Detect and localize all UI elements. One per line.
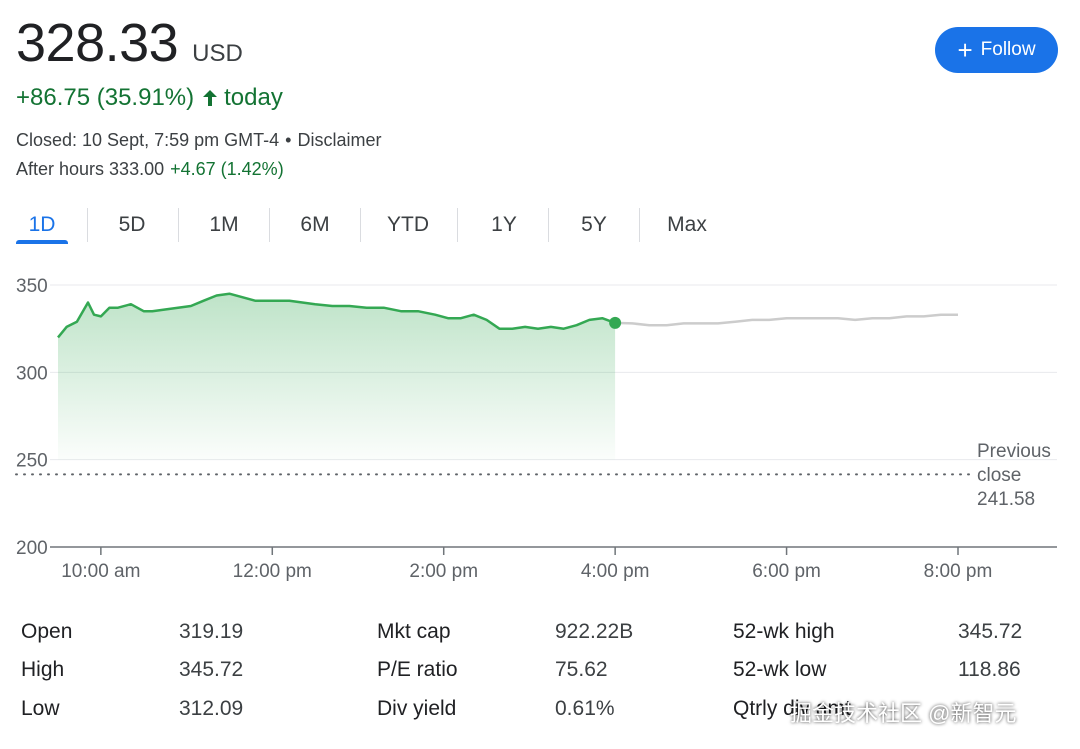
closed-text: Closed: 10 Sept, 7:59 pm GMT-4 <box>16 130 280 150</box>
change-suffix: today <box>224 84 283 111</box>
separator: • <box>285 130 292 150</box>
y-tick-label: 300 <box>16 363 48 384</box>
x-tick-label: 4:00 pm <box>581 561 650 582</box>
stat-label-low: Low <box>21 697 60 720</box>
price-block: 328.33 USD <box>16 12 243 74</box>
range-tabs: 1D 5D 1M 6M YTD 1Y 5Y Max <box>0 205 1080 251</box>
previous-close-line2: close <box>977 465 1022 486</box>
tab-5y[interactable]: 5Y <box>581 213 607 236</box>
stat-label-div-yield: Div yield <box>377 697 457 720</box>
tab-1y[interactable]: 1Y <box>491 213 517 236</box>
change-value: +86.75 (35.91%) <box>16 84 195 111</box>
x-tick-label: 10:00 am <box>61 561 140 582</box>
close-price-marker <box>609 316 622 329</box>
x-tick-label: 8:00 pm <box>924 561 993 582</box>
stat-label-52wk-low: 52-wk low <box>733 658 827 681</box>
y-tick-label: 200 <box>16 538 48 559</box>
tab-divider <box>548 208 549 242</box>
stat-value-52wk-low: 118.86 <box>958 658 1021 681</box>
regular-session-line <box>57 292 616 339</box>
daily-change: +86.75 (35.91%) today <box>16 84 283 112</box>
stat-value-open: 319.19 <box>179 620 244 643</box>
stat-value-high: 345.72 <box>179 658 244 681</box>
follow-label: Follow <box>980 39 1036 60</box>
chart-svg[interactable]: 350 300 250 200 10:00 am 12:00 pm 2:00 pm 4:00 … <box>0 255 1080 595</box>
previous-close-line1: Previous <box>977 441 1051 462</box>
currency-label: USD <box>192 40 243 67</box>
tab-divider <box>178 208 179 242</box>
stat-value-pe-ratio: 75.62 <box>555 658 608 681</box>
watermark: 掘金技术社区 @新智元 <box>790 701 1017 726</box>
tab-max[interactable]: Max <box>667 213 707 236</box>
stat-value-52wk-high: 345.72 <box>958 620 1023 643</box>
price-chart[interactable]: 350 300 250 200 10:00 am 12:00 pm 2:00 pm 4:00 … <box>0 255 1080 595</box>
y-tick-label: 350 <box>16 276 48 297</box>
tab-divider <box>87 208 88 242</box>
stat-value-div-yield: 0.61% <box>555 697 615 720</box>
price-value: 328.33 <box>16 13 179 73</box>
stat-label-high: High <box>21 658 65 681</box>
x-tick-label: 12:00 pm <box>233 561 312 582</box>
follow-button[interactable]: + Follow <box>935 27 1058 73</box>
tab-ytd[interactable]: YTD <box>387 213 429 236</box>
tab-divider <box>269 208 270 242</box>
after-hours: After hours 333.00 +4.67 (1.42%) <box>16 159 284 180</box>
closed-status: Closed: 10 Sept, 7:59 pm GMT-4 • Disclaime… <box>16 130 381 151</box>
stat-label-mkt-cap: Mkt cap <box>377 620 451 643</box>
y-tick-label: 250 <box>16 451 48 472</box>
arrow-up-icon <box>202 88 218 108</box>
tab-6m[interactable]: 6M <box>300 213 330 236</box>
stat-label-52wk-high: 52-wk high <box>733 620 835 643</box>
tab-1m[interactable]: 1M <box>209 213 239 236</box>
after-hours-label: After hours 333.00 <box>16 159 165 179</box>
plus-icon: + <box>957 35 973 65</box>
tab-divider <box>639 208 640 242</box>
x-tick-label: 6:00 pm <box>752 561 821 582</box>
active-tab-indicator <box>16 240 68 244</box>
previous-close-label: Previous close 241.58 <box>977 440 1051 512</box>
stat-label-open: Open <box>21 620 73 643</box>
previous-close-value: 241.58 <box>977 489 1036 510</box>
tab-5d[interactable]: 5D <box>118 213 146 236</box>
regular-session-area <box>58 293 616 460</box>
tab-1d[interactable]: 1D <box>28 213 56 236</box>
stat-label-qtrly-div: Qtrly div amt <box>733 697 851 720</box>
disclaimer-link[interactable]: Disclaimer <box>297 130 382 150</box>
price-line: 328.33 USD <box>16 12 243 74</box>
stat-label-pe-ratio: P/E ratio <box>377 658 458 681</box>
x-tick-label: 2:00 pm <box>409 561 478 582</box>
stat-value-mkt-cap: 922.22B <box>555 620 634 643</box>
tab-divider <box>457 208 458 242</box>
tab-divider <box>360 208 361 242</box>
after-hours-change: +4.67 (1.42%) <box>170 159 284 179</box>
after-hours-line <box>615 313 958 327</box>
stat-value-low: 312.09 <box>179 697 244 720</box>
